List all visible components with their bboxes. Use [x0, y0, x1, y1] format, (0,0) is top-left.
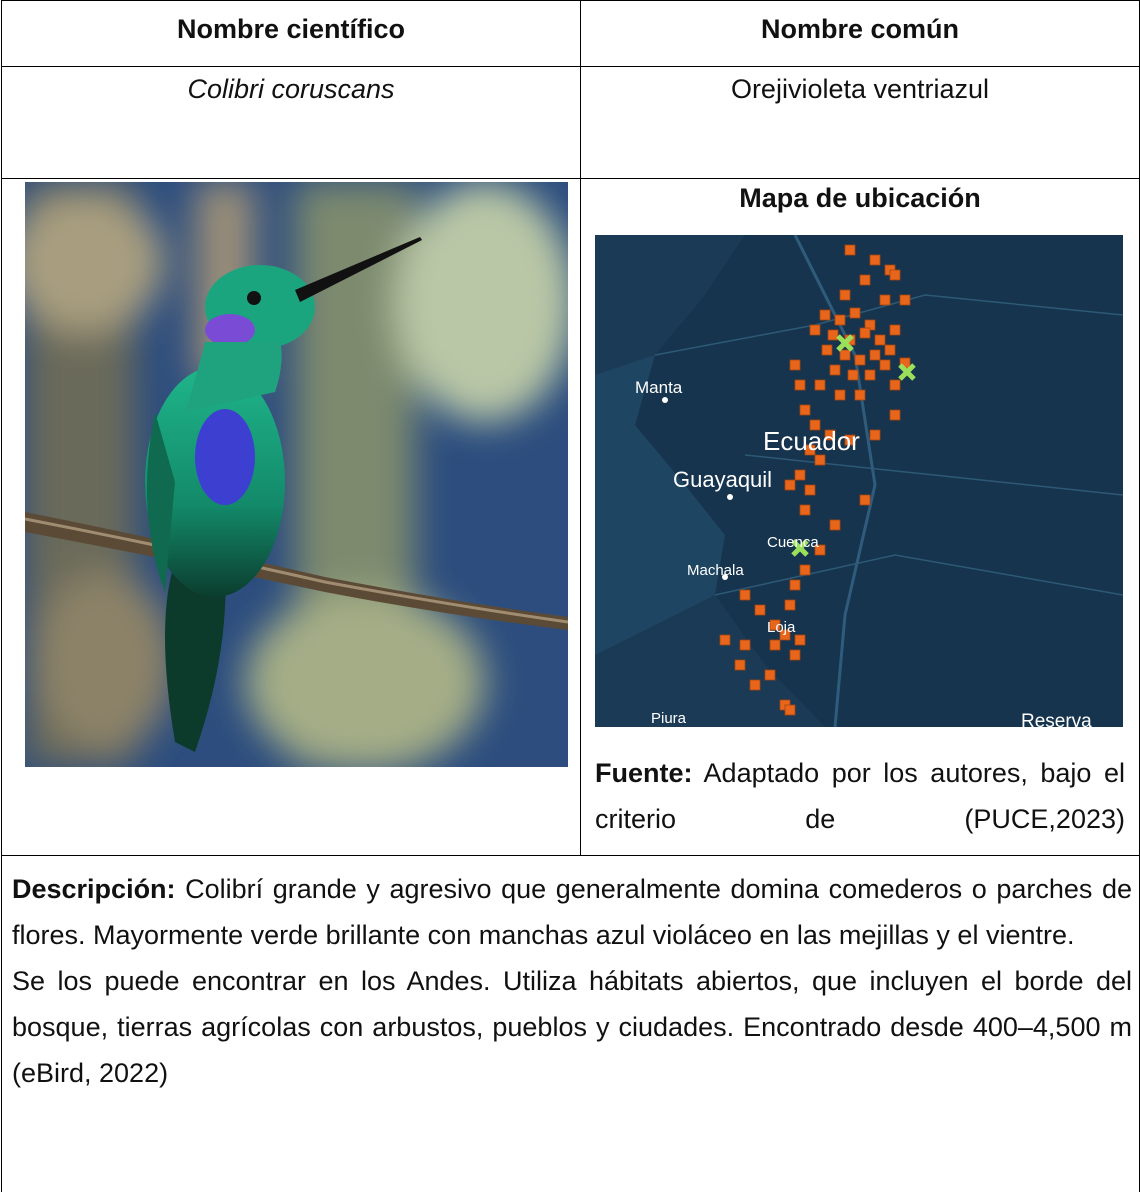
- map-marker: [847, 369, 859, 381]
- map-source: Fuente: Adaptado por los autores, bajo e…: [595, 750, 1125, 842]
- map-marker: [834, 314, 846, 326]
- common-name: Orejivioleta ventriazul: [730, 74, 990, 104]
- map-label: Reserva: [1021, 711, 1092, 727]
- scientific-name: Colibri coruscans: [187, 74, 395, 104]
- source-label: Fuente:: [595, 758, 693, 788]
- map-marker: [789, 579, 801, 591]
- map-title: Mapa de ubicación: [739, 183, 981, 213]
- map-marker: [739, 639, 751, 651]
- map-marker: [869, 349, 881, 361]
- map-marker: [829, 519, 841, 531]
- map-marker: [869, 429, 881, 441]
- map-marker: [799, 504, 811, 516]
- description-label: Descripción:: [12, 874, 176, 904]
- map-marker: [821, 344, 833, 356]
- map-marker: [784, 704, 796, 716]
- map-marker: [804, 444, 816, 456]
- map-marker: [814, 379, 826, 391]
- map-marker: [764, 669, 776, 681]
- border: [1, 0, 2, 1192]
- map-marker: [814, 544, 826, 556]
- map-marker: [794, 469, 806, 481]
- map-label: Piura: [651, 710, 687, 727]
- map-marker: [809, 419, 821, 431]
- border: [1, 178, 1140, 179]
- map-marker: [784, 479, 796, 491]
- map-marker: [879, 359, 891, 371]
- map-marker: [834, 389, 846, 401]
- map-marker: [789, 359, 801, 371]
- map-marker: [829, 364, 841, 376]
- map-marker: [836, 334, 854, 352]
- map-marker: [844, 244, 856, 256]
- map-marker: [749, 679, 761, 691]
- map-marker: [809, 324, 821, 336]
- map-marker: [734, 659, 746, 671]
- description-paragraph: Se los puede encontrar en los Andes. Uti…: [12, 966, 1132, 1088]
- border: [580, 0, 581, 855]
- map-marker: [799, 564, 811, 576]
- map-marker: [869, 254, 881, 266]
- map-marker: [884, 344, 896, 356]
- map-marker: [794, 379, 806, 391]
- header-cell: Nombre común: [760, 14, 960, 44]
- map-marker: [799, 404, 811, 416]
- map-marker: [779, 629, 791, 641]
- map-marker: [719, 634, 731, 646]
- map-marker: [794, 634, 806, 646]
- map-marker: [814, 454, 826, 466]
- map-marker: [874, 334, 886, 346]
- map-marker: [819, 309, 831, 321]
- map-marker: [754, 604, 766, 616]
- border: [1, 0, 1140, 1]
- map-marker: [859, 494, 871, 506]
- map-label: Ecuador: [763, 426, 860, 456]
- map-label: Manta: [635, 378, 683, 397]
- source-text: Adaptado por los autores, bajo el criter…: [595, 758, 1125, 834]
- description: Descripción: Colibrí grande y agresivo q…: [12, 866, 1132, 1096]
- map-marker: [789, 649, 801, 661]
- map: Manta Guayaquil Ecuador Cuenca Machala L…: [595, 235, 1123, 727]
- map-marker: [864, 369, 876, 381]
- map-marker: [784, 599, 796, 611]
- map-marker: [769, 619, 781, 631]
- map-marker: [889, 269, 901, 281]
- header-cell: Nombre científico: [176, 14, 406, 44]
- map-marker: [889, 409, 901, 421]
- description-paragraph: Descripción: Colibrí grande y agresivo q…: [12, 866, 1132, 958]
- map-label: Cuenca: [767, 534, 819, 551]
- map-marker: [769, 639, 781, 651]
- map-label: Guayaquil: [673, 467, 772, 492]
- map-marker: [791, 539, 809, 557]
- map-marker: [839, 289, 851, 301]
- map-marker: [854, 389, 866, 401]
- map-marker: [739, 589, 751, 601]
- map-marker: [827, 329, 839, 341]
- map-marker: [854, 354, 866, 366]
- map-marker: [879, 294, 891, 306]
- map-marker: [839, 349, 851, 361]
- map-marker: [889, 324, 901, 336]
- bird-photo: [25, 182, 568, 767]
- description-text: Colibrí grande y agresivo que generalmen…: [12, 874, 1132, 950]
- border: [1, 855, 1140, 856]
- map-marker: [889, 379, 901, 391]
- border: [1, 66, 1140, 67]
- map-marker: [859, 274, 871, 286]
- map-marker: [804, 484, 816, 496]
- map-marker: [824, 429, 836, 441]
- map-label: Loja: [767, 619, 796, 636]
- map-marker: [899, 294, 911, 306]
- map-marker: [849, 307, 861, 319]
- map-marker: [859, 327, 871, 339]
- map-marker: [898, 363, 916, 381]
- map-marker: [844, 434, 856, 446]
- map-label: Machala: [687, 562, 744, 579]
